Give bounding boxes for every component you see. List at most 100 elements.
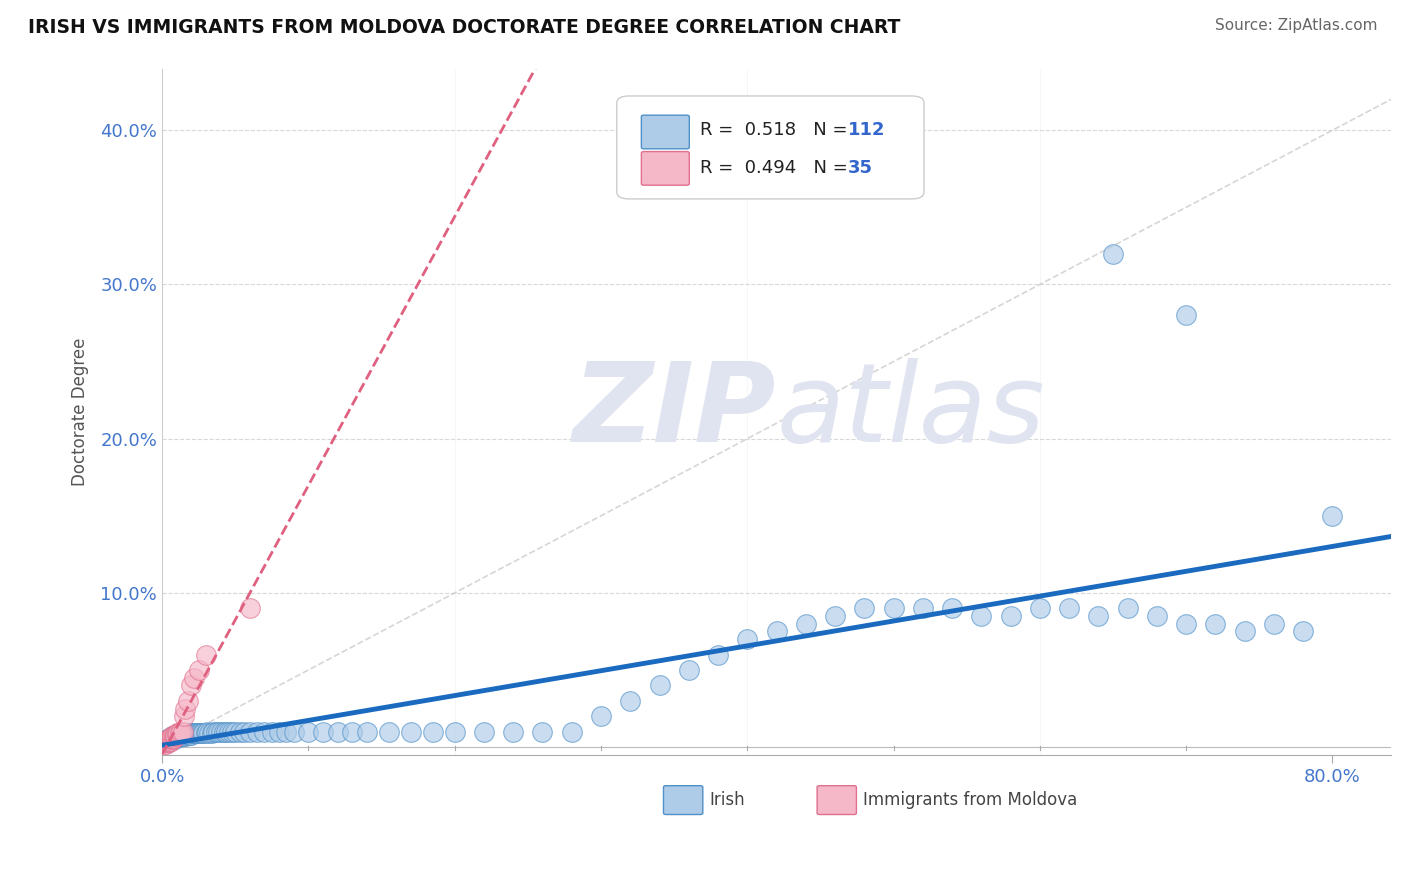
Point: [181, 726, 204, 740]
Point: [422, 724, 444, 739]
Point: [160, 734, 183, 748]
Point: [153, 735, 176, 749]
Point: [166, 726, 188, 740]
Point: [166, 731, 188, 745]
Point: [194, 726, 217, 740]
Point: [239, 601, 262, 615]
Point: [1102, 246, 1125, 260]
Point: [1116, 601, 1139, 615]
Point: [176, 728, 198, 742]
Point: [883, 601, 905, 615]
Point: [177, 728, 200, 742]
Point: [162, 732, 184, 747]
Point: [156, 732, 179, 747]
Point: [970, 609, 993, 624]
Point: [160, 732, 183, 747]
Point: [1057, 601, 1080, 615]
Point: [173, 709, 195, 723]
Point: [157, 734, 180, 748]
Text: 35: 35: [848, 159, 873, 177]
Point: [157, 732, 180, 747]
Point: [187, 663, 209, 677]
Point: [155, 735, 177, 749]
Point: [173, 729, 195, 743]
Point: [1322, 508, 1344, 523]
Point: [163, 731, 186, 745]
Point: [162, 731, 184, 745]
Point: [269, 724, 291, 739]
Point: [1175, 308, 1198, 322]
Point: [165, 728, 187, 742]
FancyBboxPatch shape: [664, 786, 703, 814]
Text: R =  0.518   N =: R = 0.518 N =: [700, 121, 853, 139]
Point: [179, 728, 201, 742]
Point: [172, 724, 194, 739]
Point: [163, 732, 186, 747]
Point: [167, 729, 190, 743]
Point: [191, 726, 214, 740]
FancyBboxPatch shape: [641, 115, 689, 149]
Point: [378, 724, 401, 739]
Point: [157, 734, 180, 748]
Text: Source: ZipAtlas.com: Source: ZipAtlas.com: [1215, 18, 1378, 33]
Point: [342, 724, 364, 739]
Point: [205, 724, 228, 739]
Point: [707, 648, 730, 662]
Point: [224, 724, 246, 739]
Point: [561, 724, 583, 739]
Point: [212, 724, 235, 739]
Point: [169, 728, 191, 742]
Point: [648, 678, 671, 692]
Text: ZIP: ZIP: [574, 359, 776, 465]
Point: [188, 726, 211, 740]
Text: IRISH VS IMMIGRANTS FROM MOLDOVA DOCTORATE DEGREE CORRELATION CHART: IRISH VS IMMIGRANTS FROM MOLDOVA DOCTORA…: [28, 18, 900, 37]
Point: [941, 601, 963, 615]
Point: [174, 726, 197, 740]
Point: [156, 735, 179, 749]
Point: [239, 724, 262, 739]
Point: [155, 734, 177, 748]
Point: [1204, 616, 1226, 631]
Point: [186, 726, 208, 740]
Point: [1175, 616, 1198, 631]
Point: [165, 731, 187, 745]
Point: [253, 724, 276, 739]
Point: [172, 726, 194, 740]
Point: [166, 728, 188, 742]
Point: [735, 632, 758, 647]
Point: [201, 726, 224, 740]
Point: [221, 724, 243, 739]
Point: [765, 624, 787, 639]
Point: [1087, 609, 1109, 624]
Text: 112: 112: [848, 121, 886, 139]
Point: [155, 734, 177, 748]
Point: [163, 729, 186, 743]
Point: [194, 648, 217, 662]
Point: [1292, 624, 1315, 639]
Point: [246, 724, 269, 739]
Point: [162, 731, 184, 745]
Point: [153, 737, 176, 751]
Point: [169, 726, 191, 740]
Y-axis label: Doctorate Degree: Doctorate Degree: [72, 337, 89, 486]
Point: [233, 724, 256, 739]
Point: [399, 724, 422, 739]
Point: [443, 724, 465, 739]
Point: [187, 726, 209, 740]
Point: [157, 735, 180, 749]
Point: [165, 729, 187, 743]
Text: Irish: Irish: [709, 791, 745, 809]
Point: [197, 724, 219, 739]
Point: [312, 724, 335, 739]
Point: [167, 726, 190, 740]
Text: atlas: atlas: [776, 359, 1045, 465]
Point: [162, 729, 184, 743]
Point: [911, 601, 934, 615]
Point: [472, 724, 495, 739]
Point: [1029, 601, 1052, 615]
Point: [283, 724, 305, 739]
Point: [156, 734, 179, 748]
Point: [356, 724, 378, 739]
Point: [166, 728, 188, 742]
Point: [169, 729, 191, 743]
